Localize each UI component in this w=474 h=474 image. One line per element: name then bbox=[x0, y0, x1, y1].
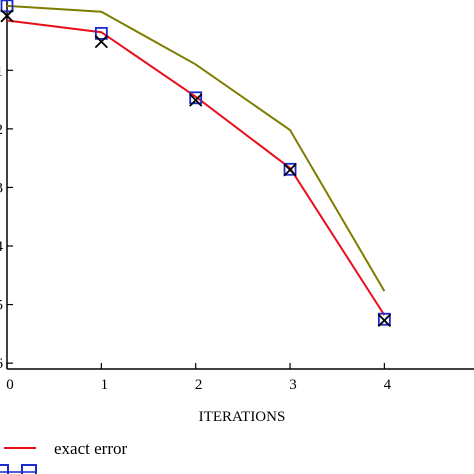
series-line-1 bbox=[6, 4, 386, 292]
series-layer bbox=[0, 0, 392, 328]
x-marker bbox=[377, 313, 392, 328]
y-tick-label: -1 bbox=[0, 63, 3, 79]
x-marker bbox=[283, 163, 297, 177]
y-tick-label: -6 bbox=[0, 356, 3, 372]
x-tick-label: 1 bbox=[101, 377, 109, 393]
y-tick-label: -2 bbox=[0, 122, 3, 138]
x-tick-label: 3 bbox=[289, 377, 297, 393]
x-axis-title: ITERATIONS bbox=[199, 409, 286, 425]
legend: exact error bbox=[0, 439, 127, 474]
y-ticks: -1 -2 -3 -4 -5 -6 bbox=[0, 63, 13, 372]
series-line-0 bbox=[6, 19, 386, 316]
x-marker bbox=[94, 34, 108, 49]
x-ticks: 0 1 2 3 4 bbox=[6, 363, 392, 393]
square-marker bbox=[0, 0, 14, 13]
x-tick-label: 2 bbox=[195, 377, 203, 393]
square-marker bbox=[189, 91, 203, 105]
legend-label: exact error bbox=[54, 439, 127, 458]
y-tick-label: -3 bbox=[0, 180, 3, 196]
x-tick-label: 0 bbox=[6, 377, 14, 393]
square-marker bbox=[377, 312, 391, 326]
square-marker bbox=[283, 162, 297, 176]
x-marker bbox=[189, 93, 203, 107]
x-marker bbox=[0, 9, 14, 23]
y-tick-label: -4 bbox=[0, 239, 3, 255]
square-marker bbox=[94, 26, 108, 40]
y-tick-label: -5 bbox=[0, 298, 3, 314]
x-tick-label: 4 bbox=[384, 377, 392, 393]
